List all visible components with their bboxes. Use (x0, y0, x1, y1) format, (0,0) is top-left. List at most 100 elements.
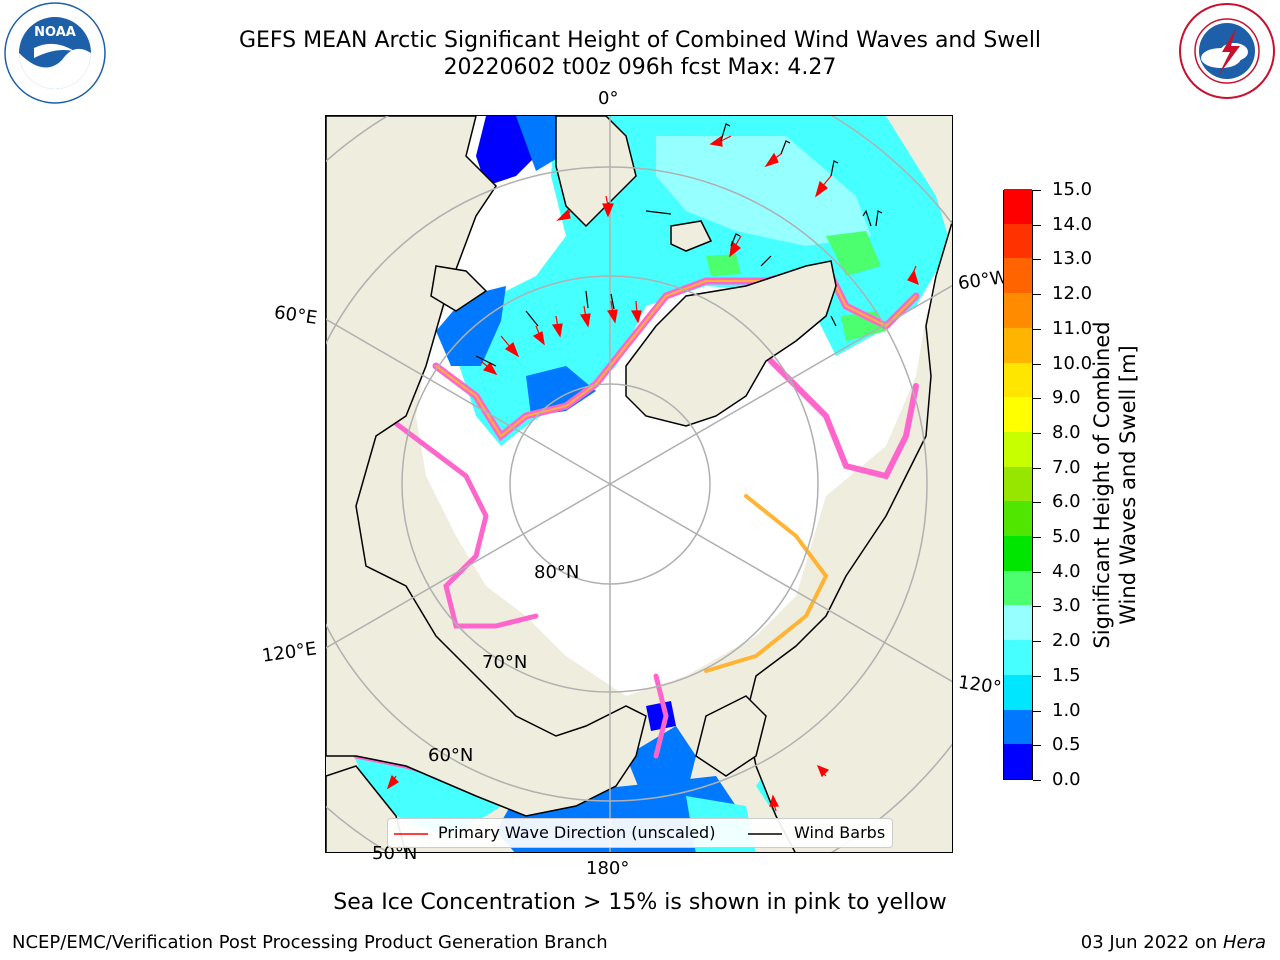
nws-logo-icon (1178, 2, 1276, 100)
wind-barb (610, 293, 615, 310)
legend-wave-direction-label: Primary Wave Direction (unscaled) (438, 823, 716, 842)
map-subtitle: 20220602 t00z 096h fcst Max: 4.27 (443, 55, 837, 80)
colorbar-tick-label: 13.0 (1052, 248, 1093, 270)
wave-arrow (579, 305, 591, 328)
colorbar-tick-label: 7.0 (1052, 456, 1081, 478)
legend-wind-barbs-label: Wind Barbs (794, 823, 886, 842)
colorbar-segment (1004, 535, 1032, 571)
colorbar-tick-label: 14.0 (1052, 213, 1093, 235)
wave-direction-arrows (386, 135, 919, 812)
colorbar-tick-label: 2.0 (1052, 630, 1081, 652)
wave-arrow (500, 335, 520, 358)
map-panel (325, 115, 953, 853)
colorbar-tick-mark (1033, 571, 1041, 573)
colorbar-tick-label: 3.0 (1052, 595, 1081, 617)
wave-arrow (602, 195, 614, 218)
colorbar-tick-label: 4.0 (1052, 560, 1081, 582)
colorbar-segment (1004, 709, 1032, 745)
run-date-text: 03 Jun 2022 on (1080, 932, 1223, 953)
label-lat-50: 50°N (372, 843, 418, 864)
colorbar-tick-mark (1033, 641, 1041, 643)
wind-barb (830, 160, 839, 177)
colorbar-tick-label: 11.0 (1052, 317, 1093, 339)
colorbar-tick-mark (1033, 224, 1041, 226)
wind-barb (780, 140, 791, 155)
wave-arrow (551, 315, 563, 338)
colorbar-tick-mark (1033, 606, 1041, 608)
map-title: GEFS MEAN Arctic Significant Height of C… (238, 28, 1042, 53)
wind-barb (862, 209, 872, 227)
credit-text: NCEP/EMC/Verification Post Processing Pr… (12, 932, 608, 953)
colorbar-tick-mark (1033, 745, 1041, 747)
colorbar-tick-label: 12.0 (1052, 283, 1093, 305)
label-lat-70: 70°N (482, 652, 528, 673)
colorbar-tick-label: 0.5 (1052, 734, 1081, 756)
colorbar-segment (1004, 223, 1032, 259)
wave-arrow (729, 235, 742, 258)
wind-barb (760, 255, 772, 267)
colorbar-tick-mark (1033, 780, 1041, 781)
noaa-logo-icon: NOAA (4, 2, 106, 104)
wave-arrow (556, 208, 572, 221)
colorbar-label-line2: Wind Waves and Swell [m] (1116, 345, 1140, 625)
label-lon-60e: 60°E (272, 302, 319, 329)
colorbar-tick-label: 1.0 (1052, 699, 1081, 721)
colorbar-segment (1004, 327, 1032, 363)
colorbar-segment (1004, 604, 1032, 641)
wind-barb (525, 310, 539, 327)
colorbar-tick-label: 6.0 (1052, 491, 1081, 513)
label-lat-60: 60°N (428, 745, 474, 766)
colorbar-tick-mark (1033, 190, 1041, 191)
wind-barb (875, 210, 883, 227)
colorbar-tick-mark (1033, 294, 1041, 296)
colorbar-tick-label: 8.0 (1052, 421, 1081, 443)
colorbar-segment (1004, 396, 1032, 432)
wave-arrow (709, 135, 732, 147)
colorbar-label: Significant Height of Combined Wind Wave… (1089, 321, 1141, 648)
colorbar-tick-mark (1033, 502, 1041, 504)
colorbar-segment (1004, 292, 1032, 328)
colorbar-tick-mark (1033, 432, 1041, 434)
wave-arrow (630, 300, 642, 324)
wind-barb (720, 123, 731, 142)
colorbar-tick-label: 1.5 (1052, 664, 1081, 686)
label-lon-60w: 60°W (956, 266, 1009, 295)
wave-arrow (907, 265, 919, 286)
wind-barb (645, 210, 672, 215)
colorbar-segment (1004, 188, 1032, 224)
colorbar-segment (1004, 743, 1032, 779)
wave-arrow (532, 325, 545, 346)
colorbar-tick-label: 15.0 (1052, 179, 1093, 200)
colorbar-tick-mark (1033, 259, 1041, 261)
wave-arrow (480, 360, 498, 376)
run-machine: Hera (1222, 932, 1266, 953)
colorbar-segment (1004, 431, 1032, 467)
colorbar-segment (1004, 466, 1032, 502)
wave-arrow (386, 774, 399, 790)
noaa-logo-text: NOAA (34, 25, 76, 40)
wind-barb (585, 290, 589, 309)
wave-arrow (606, 300, 618, 324)
colorbar-tick-mark (1033, 467, 1041, 469)
label-lon-180: 180° (586, 858, 630, 879)
colorbar-segment (1004, 674, 1032, 710)
colorbar-segment (1004, 257, 1032, 294)
colorbar (1003, 188, 1033, 780)
colorbar-tick-mark (1033, 537, 1041, 539)
wave-arrow (769, 794, 779, 812)
land-masses (326, 116, 952, 852)
wind-barbs (475, 123, 883, 367)
label-lat-80: 80°N (534, 562, 580, 583)
colorbar-tick-label: 0.0 (1052, 769, 1081, 790)
graticule (326, 116, 952, 852)
colorbar-label-line1: Significant Height of Combined (1090, 321, 1114, 649)
colorbar-tick-mark (1033, 398, 1041, 400)
colorbar-tick-label: 9.0 (1052, 387, 1081, 409)
colorbar-segment (1004, 500, 1032, 537)
colorbar-tick-label: 5.0 (1052, 526, 1081, 548)
map-legend: Primary Wave Direction (unscaled) Wind B… (387, 818, 893, 848)
run-date: 03 Jun 2022 on Hera (1081, 932, 1266, 953)
colorbar-tick-label: 10.0 (1052, 352, 1093, 374)
wave-arrow (814, 175, 832, 198)
sea-ice-note: Sea Ice Concentration > 15% is shown in … (333, 890, 947, 915)
